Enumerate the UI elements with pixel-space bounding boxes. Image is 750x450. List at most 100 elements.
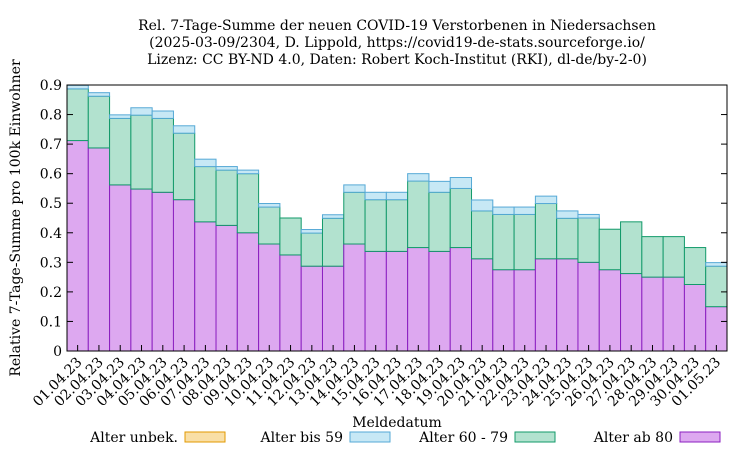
legend-swatch bbox=[514, 431, 556, 443]
bar-segment bbox=[66, 84, 89, 90]
title-line-3: Lizenz: CC BY-ND 4.0, Daten: Robert Koch… bbox=[147, 52, 647, 68]
bar-segment bbox=[215, 224, 238, 352]
bar-segment bbox=[385, 199, 409, 252]
bar-segment bbox=[513, 206, 536, 215]
bar-segment bbox=[151, 191, 174, 352]
y-tick-label: 0.6 bbox=[40, 167, 62, 183]
bar-segment bbox=[556, 210, 579, 219]
bar-segment bbox=[236, 232, 260, 352]
bar-segment bbox=[513, 213, 536, 271]
bar-segment bbox=[471, 210, 494, 260]
bar-segment bbox=[385, 191, 409, 201]
bar-segment bbox=[87, 92, 111, 97]
legend-label: Alter unbek. bbox=[89, 430, 178, 446]
bar-segment bbox=[407, 173, 430, 182]
bar-segment bbox=[194, 158, 217, 168]
bar-segment bbox=[87, 95, 111, 149]
legend-label: Alter 60 - 79 bbox=[418, 430, 508, 446]
bar-segment bbox=[66, 140, 89, 352]
bar-segment bbox=[300, 229, 323, 234]
bar-segment bbox=[236, 169, 260, 175]
bar-segment bbox=[151, 117, 174, 193]
legend-label: Alter bis 59 bbox=[259, 430, 343, 446]
bar-segment bbox=[194, 166, 217, 223]
bar-segment bbox=[172, 132, 196, 201]
bar-segment bbox=[513, 269, 536, 352]
legend-swatch bbox=[679, 431, 721, 443]
bar-segment bbox=[215, 169, 238, 226]
bars-layer bbox=[66, 84, 728, 352]
bar-segment bbox=[534, 258, 558, 352]
bar-segment bbox=[364, 199, 387, 252]
bar-segment bbox=[343, 243, 366, 352]
bar-segment bbox=[705, 262, 728, 267]
bar-segment bbox=[236, 173, 260, 234]
bar-segment bbox=[449, 187, 473, 249]
bar-segment bbox=[641, 236, 664, 278]
y-axis-label: Relative 7-Tage-Summe pro 100k Einwohner bbox=[8, 59, 24, 377]
y-tick-label: 0.3 bbox=[40, 255, 62, 271]
bar-segment bbox=[428, 250, 451, 352]
title-line-2: (2025-03-09/2304, D. Lippold, https://co… bbox=[149, 35, 645, 51]
legend-label: Alter ab 80 bbox=[593, 430, 673, 446]
bar-segment bbox=[321, 265, 345, 352]
legend-swatch bbox=[349, 431, 391, 443]
bar-segment bbox=[683, 247, 707, 285]
bar-segment bbox=[471, 258, 494, 352]
bar-segment bbox=[620, 221, 643, 275]
bar-segment bbox=[705, 306, 728, 352]
bar-segment bbox=[172, 125, 196, 134]
legend: Alter unbek. Alter bis 59 Alter 60 - 79 Alt… bbox=[89, 430, 721, 446]
bar-segment bbox=[172, 199, 196, 352]
bar-segment bbox=[258, 203, 281, 208]
y-tick-label: 0.9 bbox=[40, 78, 62, 94]
bar-segment bbox=[87, 147, 111, 352]
bar-segment bbox=[109, 117, 132, 186]
bar-segment bbox=[556, 258, 579, 352]
bar-segment bbox=[258, 206, 281, 245]
bar-segment bbox=[215, 166, 238, 171]
y-tick-label: 0.5 bbox=[40, 196, 62, 212]
bar-segment bbox=[577, 213, 600, 219]
bar-segment bbox=[620, 273, 643, 352]
bar-segment bbox=[279, 217, 302, 256]
bar-segment bbox=[258, 243, 281, 352]
bar-segment bbox=[321, 217, 345, 267]
bar-segment bbox=[598, 228, 622, 271]
y-tick-label: 0.4 bbox=[40, 226, 62, 242]
legend-swatch bbox=[184, 431, 226, 443]
bar-segment bbox=[130, 188, 153, 352]
bar-segment bbox=[683, 284, 707, 352]
y-tick-label: 0 bbox=[53, 344, 62, 360]
bar-segment bbox=[449, 177, 473, 189]
bar-segment bbox=[130, 107, 153, 116]
y-tick-label: 0.1 bbox=[40, 314, 62, 330]
bar-segment bbox=[705, 265, 728, 308]
bar-segment bbox=[194, 221, 217, 352]
chart-title: Rel. 7-Tage-Summe der neuen COVID-19 Ver… bbox=[138, 18, 656, 68]
bar-segment bbox=[109, 184, 132, 352]
bar-segment bbox=[364, 250, 387, 352]
bar-segment bbox=[407, 180, 430, 249]
bar-segment bbox=[471, 199, 494, 212]
bar-segment bbox=[300, 265, 323, 352]
bar-segment bbox=[343, 184, 366, 193]
x-axis-label: Meldedatum bbox=[352, 415, 442, 431]
bar-segment bbox=[577, 217, 600, 263]
bar-segment bbox=[556, 217, 579, 260]
bar-segment bbox=[364, 191, 387, 201]
bar-segment bbox=[300, 232, 323, 267]
bar-segment bbox=[428, 180, 451, 193]
bar-segment bbox=[534, 203, 558, 260]
bar-segment bbox=[492, 206, 515, 215]
bar-segment bbox=[407, 247, 430, 352]
bar-segment bbox=[428, 191, 451, 252]
bar-segment bbox=[130, 114, 153, 190]
bar-segment bbox=[641, 276, 664, 352]
y-tick-label: 0.7 bbox=[40, 137, 62, 153]
bar-segment bbox=[321, 214, 345, 219]
bar-segment bbox=[492, 269, 515, 352]
bar-segment bbox=[534, 195, 558, 205]
bar-segment bbox=[492, 213, 515, 271]
